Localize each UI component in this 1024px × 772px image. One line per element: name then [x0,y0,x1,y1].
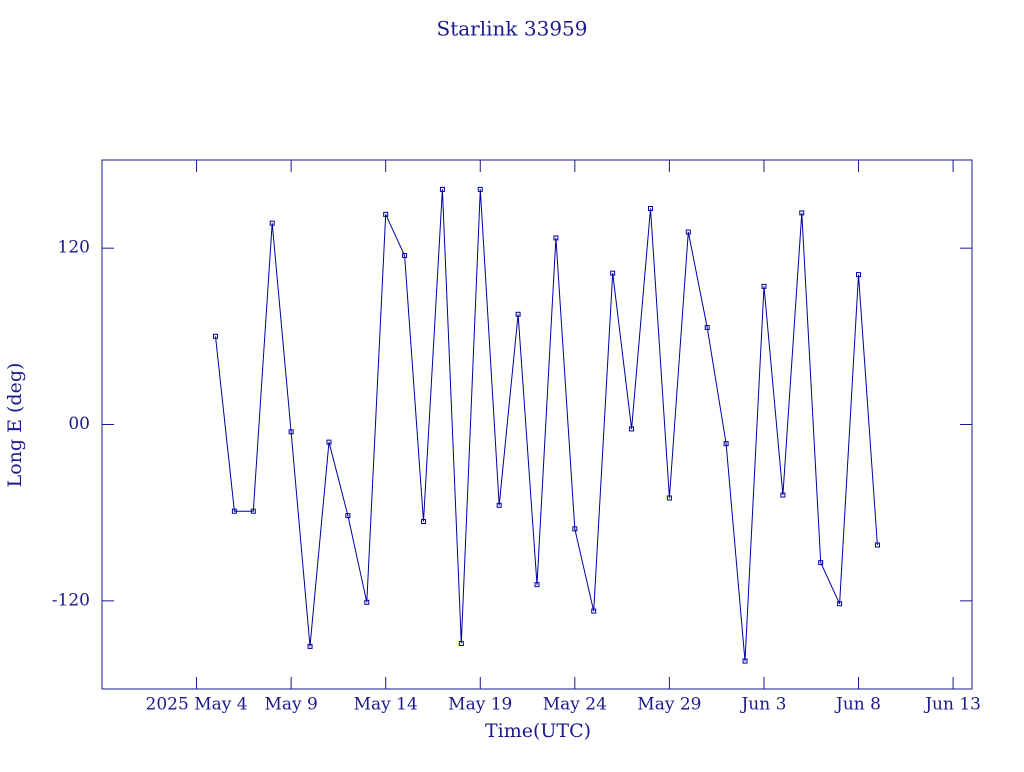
data-point [572,526,578,532]
y-tick-label: 120 [58,238,90,258]
x-tick-label: Jun 8 [834,695,881,715]
data-point [534,582,540,588]
x-tick-label: May 14 [354,695,418,715]
x-axis-label: Time(UTC) [485,720,591,742]
x-tick-label: May 9 [264,695,317,715]
chart-title: Starlink 33959 [437,17,588,41]
data-point [288,429,294,435]
data-point [685,229,691,235]
data-point [856,272,862,278]
data-point [212,333,218,339]
data-point [837,601,843,607]
y-tick-label: -120 [52,590,90,610]
data-point [666,495,672,501]
x-tick-label: May 19 [448,695,512,715]
data-point [383,211,389,217]
data-point [345,513,351,519]
data-point [458,640,464,646]
data-point [780,492,786,498]
data-point [818,560,824,566]
data-point [269,220,275,226]
data-point [250,508,256,514]
data-point [647,205,653,211]
x-tick-label: Jun 13 [923,695,981,715]
x-tick-label: Jun 3 [739,695,786,715]
data-point [591,608,597,614]
x-tick-label: 2025 May 4 [146,695,248,715]
data-point [723,441,729,447]
data-point [874,542,880,548]
data-point [704,325,710,331]
y-tick-label: 00 [68,414,90,434]
data-point [477,186,483,192]
data-point [515,311,521,317]
data-point [799,210,805,216]
data-point [629,426,635,432]
data-point [364,599,370,605]
data-point [610,270,616,276]
data-point [326,439,332,445]
data-point [496,502,502,508]
plot-frame [101,159,973,690]
x-tick-label: May 24 [543,695,607,715]
data-point [742,658,748,664]
data-point [439,186,445,192]
data-point [553,235,559,241]
data-point [761,283,767,289]
data-point [421,518,427,524]
data-point [402,253,408,259]
x-tick-label: May 29 [637,695,701,715]
data-line [215,189,878,662]
data-point [231,508,237,514]
y-axis-label: Long E (deg) [4,363,26,488]
data-point [307,643,313,649]
